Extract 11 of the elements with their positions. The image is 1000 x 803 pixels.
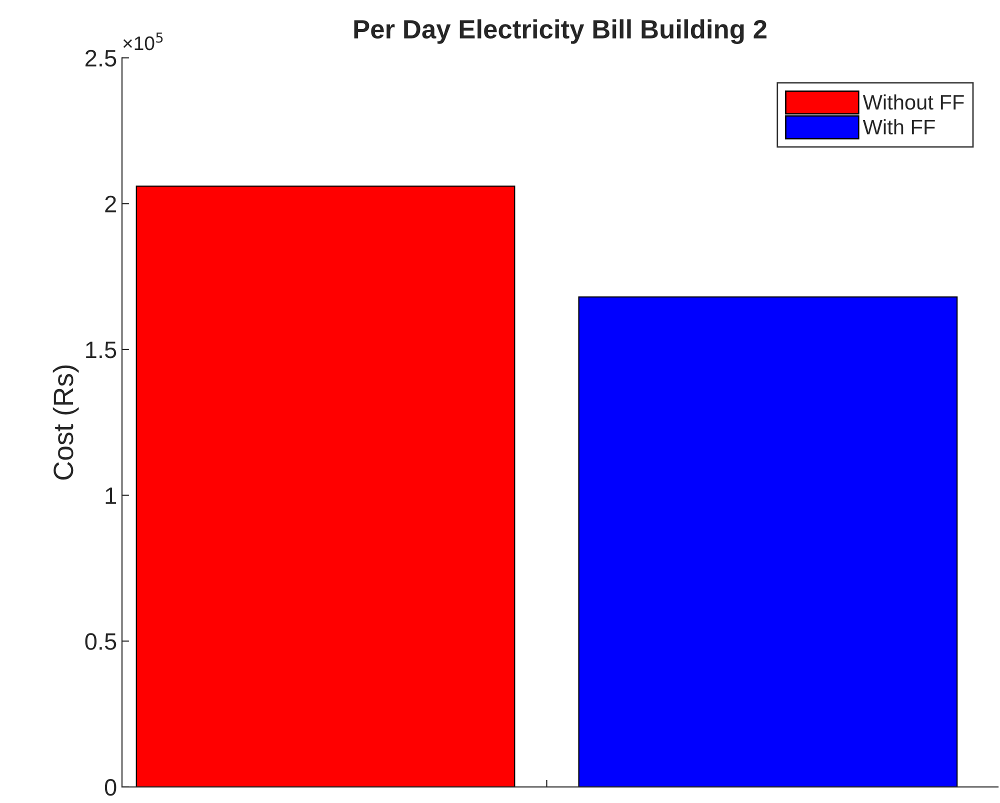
legend-label: Without FF (862, 94, 964, 110)
y-tick-label: 2.5 (86, 50, 116, 67)
legend-label: With FF (862, 119, 935, 134)
y-tick-label: 1 (106, 488, 116, 504)
y-tick-label: 1.5 (86, 342, 116, 358)
chart-title: Per Day Electricity Bill Building 2 (354, 19, 766, 44)
text: ×10$^{5}$ (123, 32, 163, 50)
y-axis-title: Cost (Rs) (52, 365, 79, 480)
y-tick-label: 0.5 (85, 633, 116, 650)
y-tick-label: 0 (104, 779, 116, 796)
y-tick-label: 2 (105, 196, 116, 212)
